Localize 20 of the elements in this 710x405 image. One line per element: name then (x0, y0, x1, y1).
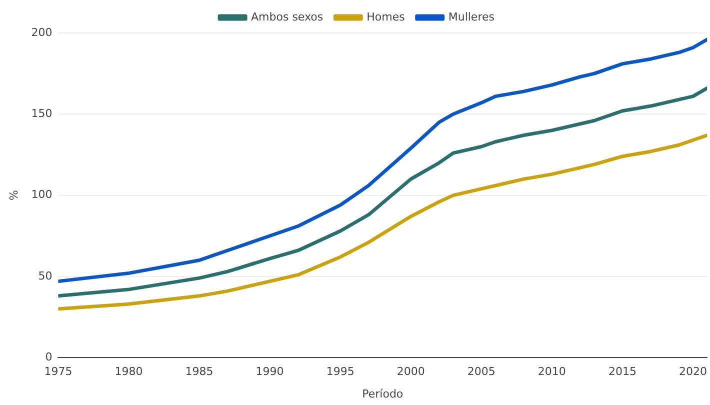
x-tick-label: 1990 (256, 365, 284, 378)
x-tick-label: 2020 (679, 365, 708, 378)
x-tick-label: 2010 (538, 365, 566, 378)
x-tick-label: 1975 (44, 365, 72, 378)
y-tick-label: 50 (38, 269, 52, 282)
x-tick-label: 1980 (114, 365, 143, 378)
x-axis-title: Período (362, 387, 404, 400)
legend-label: Ambos sexos (251, 10, 324, 24)
y-tick-label: 100 (31, 188, 52, 202)
y-axis-title: % (7, 190, 20, 201)
y-tick-label: 0 (45, 350, 52, 364)
x-tick-label: 1995 (326, 365, 354, 378)
y-tick-label: 150 (31, 107, 52, 120)
legend-label: Homes (366, 10, 406, 24)
x-tick-label: 2015 (608, 365, 636, 378)
x-tick-label: 2005 (467, 365, 496, 378)
x-tick-label: 2000 (396, 365, 425, 378)
y-tick-label: 200 (31, 26, 52, 39)
x-tick-label: 1985 (185, 365, 214, 378)
legend-label: Mulleres (448, 10, 495, 24)
